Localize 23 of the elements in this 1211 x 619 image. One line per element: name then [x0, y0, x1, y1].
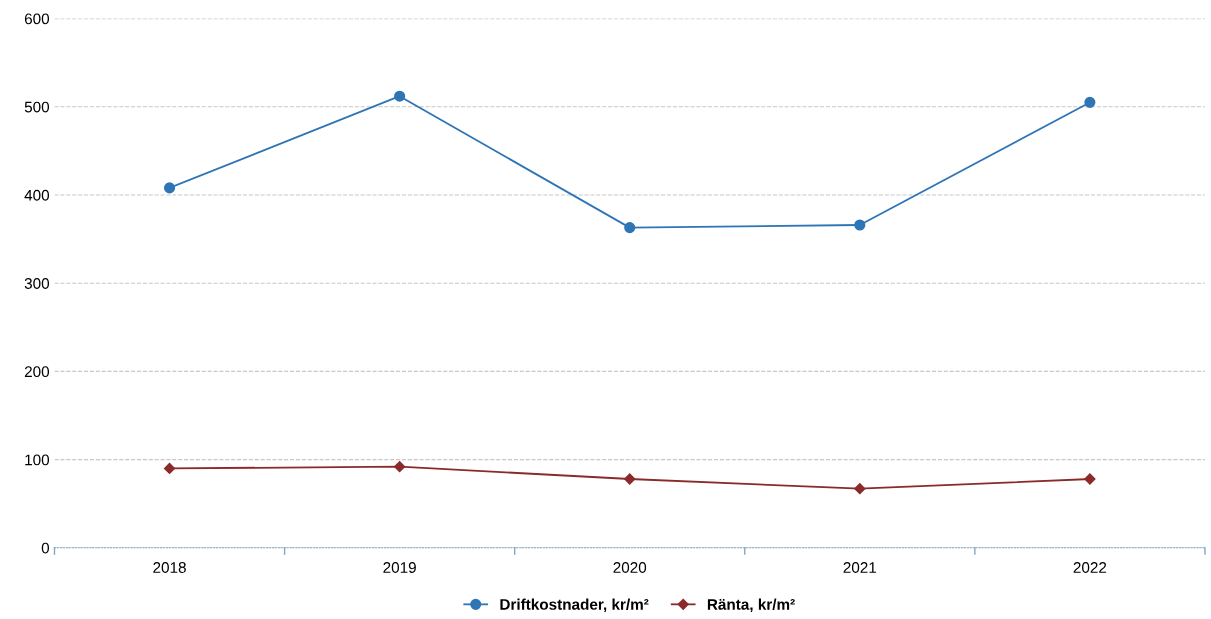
y-tick-label: 0 — [41, 542, 50, 554]
y-tick-label: 100 — [25, 454, 50, 466]
point — [394, 90, 406, 102]
x-tick-label: 2020 — [613, 562, 647, 573]
y-tick-label: 500 — [24, 101, 50, 113]
y-tick-label: 300 — [24, 278, 50, 289]
point — [1084, 96, 1096, 108]
point — [624, 222, 636, 234]
x-tick-label: 2019 — [383, 562, 416, 573]
y-tick-label: 600 — [24, 13, 50, 25]
y-tick-label: 200 — [24, 366, 50, 378]
point — [394, 461, 406, 473]
point — [624, 473, 636, 485]
legend-label: Ränta, kr/m² — [707, 598, 795, 613]
x-tick-label: 2021 — [843, 562, 877, 573]
x-tick-label: 2022 — [1073, 562, 1107, 573]
point — [163, 182, 176, 194]
y-tick-label: 400 — [24, 189, 50, 201]
legend-label: Driftkostnader, kr/m² — [500, 598, 649, 613]
x-tick-label: 2018 — [153, 562, 186, 573]
point — [163, 462, 176, 475]
point — [854, 483, 866, 495]
point — [854, 219, 866, 231]
